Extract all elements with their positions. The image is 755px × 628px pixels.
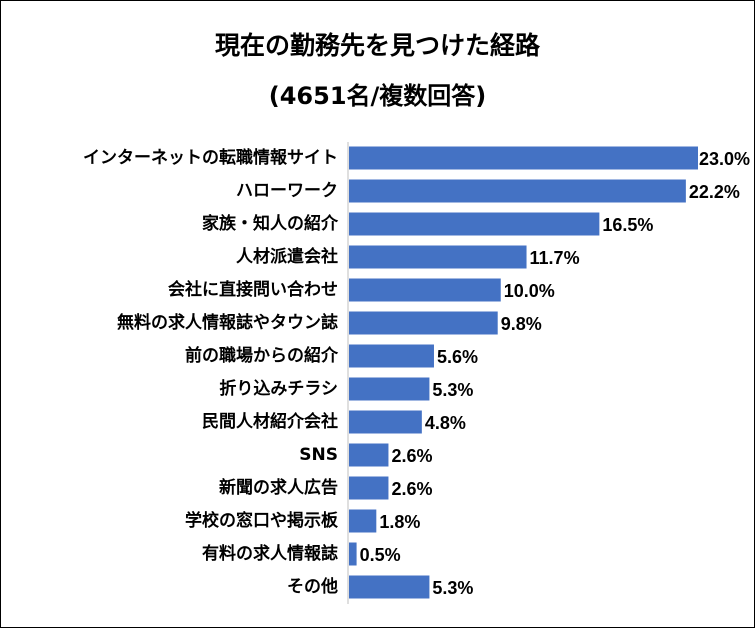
bars-group — [349, 146, 698, 599]
data-label: 5.6% — [437, 347, 478, 367]
data-label: 2.6% — [391, 479, 432, 499]
category-label: 民間人材紹介会社 — [202, 411, 338, 432]
bar — [349, 443, 389, 467]
category-label: 無料の求人情報誌やタウン誌 — [117, 312, 338, 333]
data-label: 23.0% — [699, 149, 750, 169]
category-label: 学校の窓口や掲示板 — [185, 510, 339, 531]
bar — [349, 344, 434, 368]
bar — [349, 575, 430, 599]
category-label: 有料の求人情報誌 — [202, 543, 338, 564]
bar — [349, 146, 698, 170]
bar — [349, 509, 377, 533]
category-label: ハローワーク — [236, 181, 338, 201]
category-label: 会社に直接問い合わせ — [168, 279, 338, 300]
data-label: 10.0% — [504, 281, 555, 301]
category-label: 新聞の求人広告 — [219, 477, 338, 498]
value-labels-group: 23.0% 22.2% 16.5% 11.7% 10.0% 9.8% 5.6% 5.3% 4.8… — [360, 149, 750, 598]
data-label: 5.3% — [432, 380, 473, 400]
category-label: 家族・知人の紹介 — [202, 213, 339, 234]
data-label: 2.6% — [391, 446, 432, 466]
category-label: インターネットの転職情報サイト — [83, 147, 338, 168]
category-label: 折り込みチラシ — [219, 378, 338, 399]
category-label: 人材派遣会社 — [236, 246, 338, 267]
bar — [349, 179, 686, 203]
bar — [349, 311, 498, 335]
category-label: SNS — [299, 445, 338, 465]
data-label: 5.3% — [432, 578, 473, 598]
chart-title: 現在の勤務先を見つけた経路 — [214, 31, 540, 60]
category-label: その他 — [287, 576, 338, 597]
data-label: 11.7% — [530, 248, 580, 268]
bar — [349, 245, 527, 269]
bar — [349, 410, 422, 434]
data-label: 4.8% — [425, 413, 466, 433]
data-label: 0.5% — [360, 545, 401, 565]
bar — [349, 212, 600, 236]
category-label: 前の職場からの紹介 — [185, 345, 339, 366]
data-label: 16.5% — [602, 215, 653, 235]
bar — [349, 377, 430, 401]
chart-subtitle: (4651名/複数回答) — [268, 82, 487, 110]
bar — [349, 542, 357, 566]
data-label: 9.8% — [501, 314, 542, 334]
bar — [349, 476, 389, 500]
category-labels-group: インターネットの転職情報サイトハローワーク家族・知人の紹介人材派遣会社会社に直接… — [83, 147, 339, 597]
data-label: 1.8% — [379, 512, 420, 532]
data-label: 22.2% — [689, 182, 740, 202]
bar — [349, 278, 501, 302]
